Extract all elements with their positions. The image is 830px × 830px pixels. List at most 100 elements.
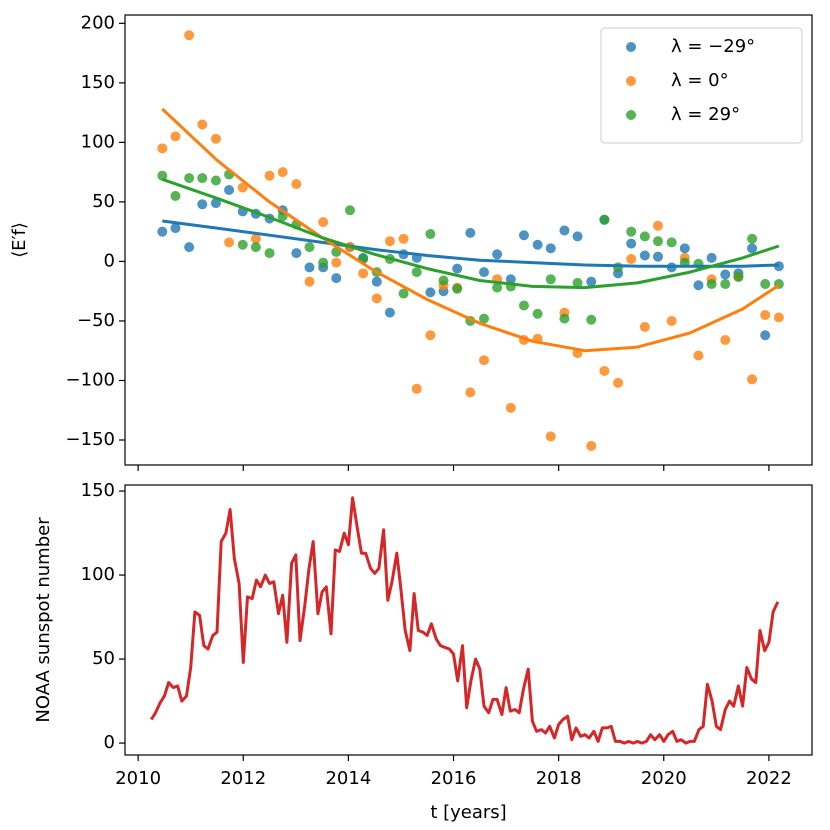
scatter-point (170, 223, 181, 234)
scatter-point (479, 313, 490, 324)
scatter-point (733, 271, 744, 282)
scatter-point (411, 383, 422, 394)
scatter-point (371, 276, 382, 287)
scatter-point (666, 237, 677, 248)
y-tick-label: 150 (81, 480, 115, 501)
scatter-point (358, 268, 369, 279)
scatter-point (492, 249, 503, 260)
scatter-point (586, 276, 597, 287)
scatter-point (599, 214, 610, 225)
scatter-point (626, 254, 637, 265)
x-tick-label: 2012 (220, 768, 266, 789)
scatter-point (720, 269, 731, 280)
scatter-point (184, 30, 195, 41)
y-tick-label: −100 (66, 369, 115, 390)
scatter-point (318, 257, 329, 268)
scatter-point (304, 242, 315, 253)
scatter-point (652, 236, 663, 247)
scatter-point (559, 225, 570, 236)
scatter-point (264, 170, 275, 181)
scatter-point (197, 199, 208, 210)
scatter-point (572, 277, 583, 288)
scatter-point (613, 262, 624, 273)
scatter-point (532, 308, 543, 319)
scatter-point (747, 243, 758, 254)
scatter-point (465, 387, 476, 398)
scatter-point (505, 402, 516, 413)
scatter-point (613, 377, 624, 388)
plot-area (157, 30, 784, 451)
scatter-point (277, 167, 288, 178)
scatter-point (425, 330, 436, 341)
scatter-point (747, 374, 758, 385)
scatter-point (599, 365, 610, 376)
data-line (150, 496, 780, 745)
scatter-point (371, 293, 382, 304)
scatter-point (157, 226, 168, 237)
legend-marker (626, 76, 636, 86)
scatter-point (157, 170, 168, 181)
scatter-point (706, 279, 717, 290)
scatter-point (237, 239, 248, 250)
scatter-point (545, 431, 556, 442)
scatter-point (264, 248, 275, 259)
scatter-point (224, 185, 235, 195)
scatter-point (250, 242, 261, 253)
y-tick-label: 0 (104, 250, 115, 271)
x-tick-label: 2010 (115, 768, 161, 789)
axes-frame (124, 484, 813, 756)
scatter-point (452, 283, 463, 294)
scatter-point (197, 119, 208, 130)
scatter-point (586, 314, 597, 325)
scatter-point (639, 250, 650, 261)
scatter-point (224, 237, 235, 248)
scatter-point (250, 233, 261, 244)
scatter-point (304, 276, 315, 287)
y-tick-label: −150 (66, 429, 115, 450)
fit-line (162, 219, 779, 268)
scatter-point (518, 300, 529, 311)
scatter-point (384, 307, 395, 318)
scatter-point (532, 239, 543, 250)
scatter-point (586, 440, 597, 451)
y-tick-label: 100 (81, 131, 115, 152)
scatter-point (652, 220, 663, 231)
y-tick-label: 50 (92, 191, 115, 212)
scatter-point (572, 231, 583, 242)
legend-marker (626, 42, 636, 52)
scatter-point (720, 335, 731, 345)
scatter-point (344, 205, 355, 216)
scatter-point (438, 275, 449, 286)
scatter-point (679, 243, 690, 254)
scatter-point (318, 217, 329, 228)
scatter-point (773, 312, 784, 323)
scatter-point (518, 230, 529, 241)
fit-line (161, 107, 780, 353)
y-tick-label: 200 (81, 12, 115, 33)
fit-line (161, 177, 780, 290)
x-axis-label: t [years] (430, 802, 506, 823)
scatter-point (425, 287, 436, 298)
scatter-point (545, 243, 556, 254)
y-tick-label: 100 (81, 564, 115, 585)
scatter-point (291, 179, 302, 190)
y-tick-label: 50 (92, 648, 115, 669)
scatter-point (304, 262, 315, 273)
scatter-point (626, 238, 637, 249)
scatter-point (291, 248, 302, 259)
y-tick-label: −50 (77, 310, 115, 331)
scatter-point (747, 233, 758, 244)
x-tick-label: 2018 (536, 768, 582, 789)
scatter-point (652, 251, 663, 262)
scatter-point (760, 330, 771, 341)
scatter-point (184, 173, 195, 184)
y-tick-label: 0 (104, 732, 115, 753)
scatter-point (197, 173, 208, 184)
x-tick-label: 2014 (325, 768, 371, 789)
scatter-point (237, 182, 248, 193)
scatter-point (720, 279, 731, 290)
legend-label: λ = −29° (671, 36, 755, 57)
scatter-point (331, 257, 342, 268)
scatter-point (398, 233, 409, 244)
